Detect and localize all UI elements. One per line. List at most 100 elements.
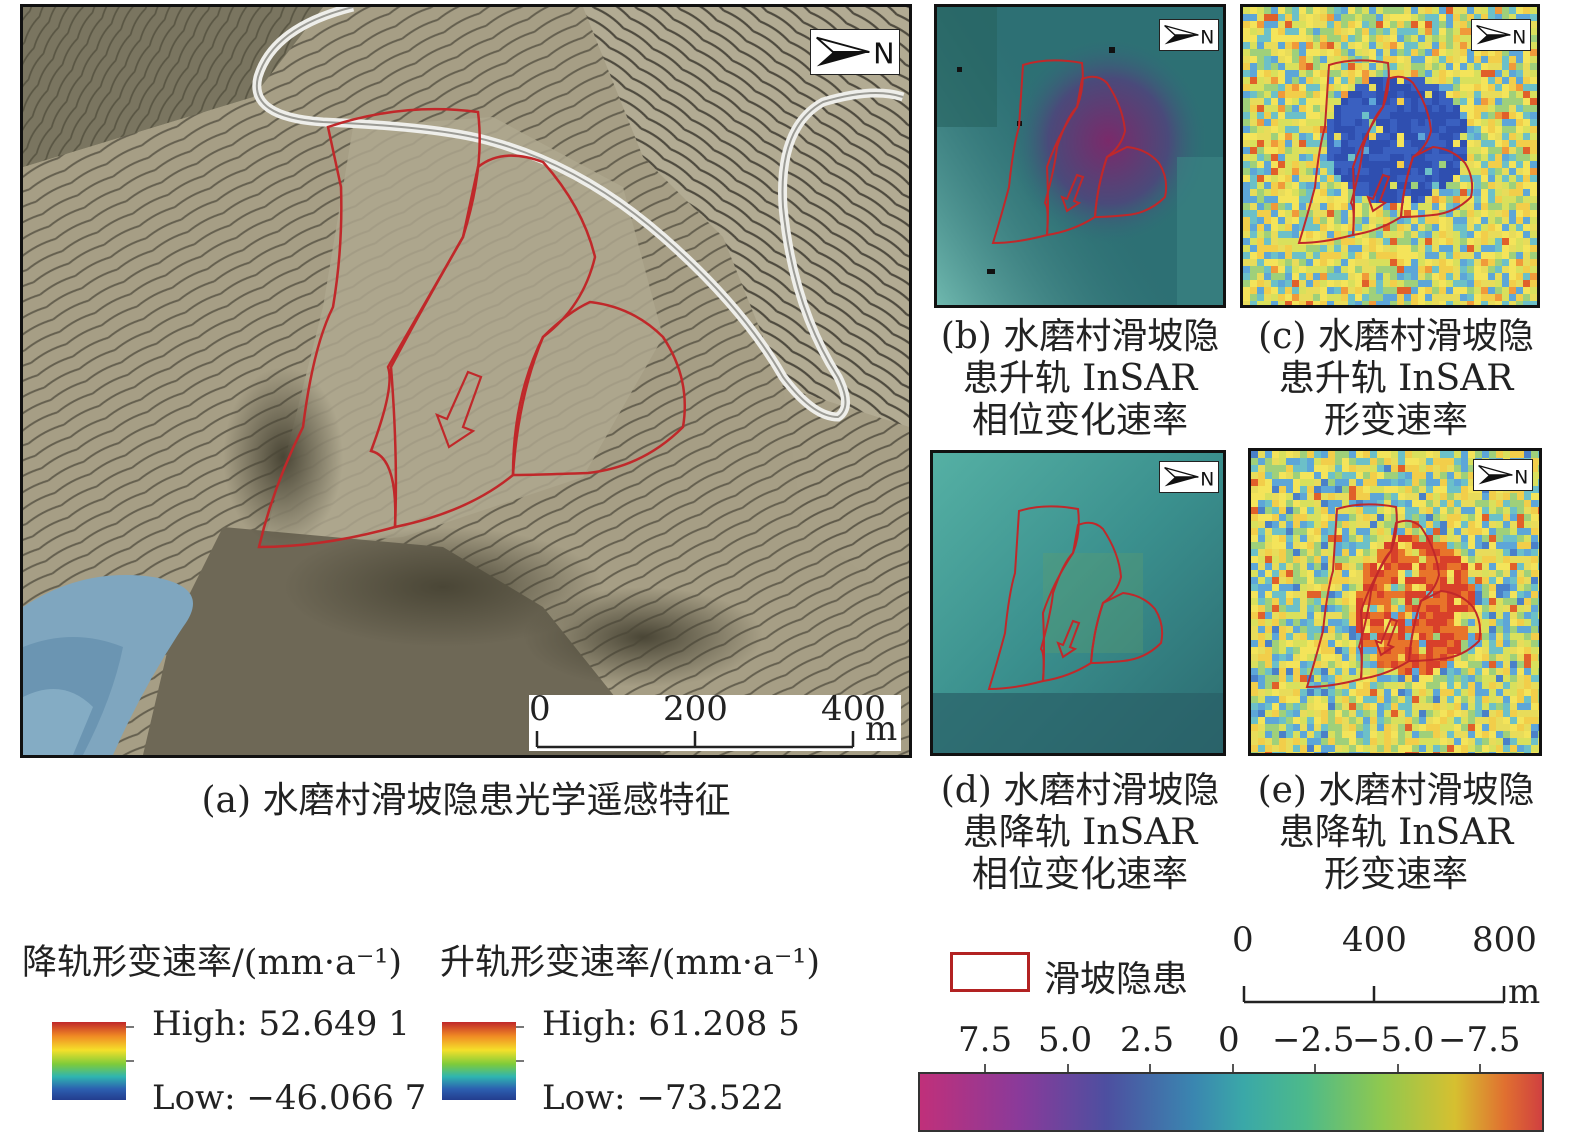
deformation-pixel	[1404, 7, 1411, 14]
deformation-pixel	[1258, 591, 1265, 598]
deformation-pixel	[1356, 738, 1363, 745]
deformation-pixel	[1411, 259, 1418, 266]
deformation-pixel	[1454, 535, 1461, 542]
deformation-pixel	[1376, 21, 1383, 28]
deformation-pixel	[1440, 731, 1447, 738]
deformation-pixel	[1390, 140, 1397, 147]
deformation-pixel	[1467, 133, 1474, 140]
deformation-pixel	[1370, 668, 1377, 675]
deformation-pixel	[1447, 591, 1454, 598]
deformation-pixel	[1342, 633, 1349, 640]
deformation-pixel	[1461, 626, 1468, 633]
deformation-pixel	[1509, 280, 1516, 287]
deformation-pixel	[1292, 49, 1299, 56]
deformation-pixel	[1398, 640, 1405, 647]
deformation-pixel	[1502, 154, 1509, 161]
deformation-pixel	[1481, 154, 1488, 161]
deformation-pixel	[1265, 654, 1272, 661]
deformation-pixel	[1272, 689, 1279, 696]
deformation-pixel	[1433, 724, 1440, 731]
deformation-pixel	[1460, 301, 1467, 305]
deformation-pixel	[1383, 70, 1390, 77]
deformation-pixel	[1405, 752, 1412, 753]
deformation-pixel	[1425, 252, 1432, 259]
deformation-pixel	[1503, 570, 1510, 577]
deformation-pixel	[1251, 514, 1258, 521]
deformation-pixel	[1531, 703, 1538, 710]
deformation-pixel	[1257, 140, 1264, 147]
deformation-pixel	[1320, 63, 1327, 70]
deformation-pixel	[1412, 612, 1419, 619]
deformation-pixel	[1341, 119, 1348, 126]
deformation-pixel	[1278, 42, 1285, 49]
deformation-pixel	[1370, 535, 1377, 542]
deformation-pixel	[1412, 689, 1419, 696]
deformation-pixel	[1488, 133, 1495, 140]
deformation-pixel	[1292, 273, 1299, 280]
deformation-pixel	[1509, 119, 1516, 126]
deformation-pixel	[1272, 556, 1279, 563]
deformation-pixel	[1460, 189, 1467, 196]
deformation-pixel	[1510, 549, 1517, 556]
deformation-pixel	[1468, 689, 1475, 696]
deformation-pixel	[1411, 273, 1418, 280]
deformation-pixel	[1286, 584, 1293, 591]
deformation-pixel	[1390, 287, 1397, 294]
deformation-pixel	[1475, 731, 1482, 738]
deformation-pixel	[1439, 259, 1446, 266]
deformation-pixel	[1524, 675, 1531, 682]
deformation-pixel	[1538, 654, 1539, 661]
deformation-pixel	[1349, 465, 1356, 472]
deformation-pixel	[1510, 563, 1517, 570]
deformation-pixel	[1328, 605, 1335, 612]
deformation-pixel	[1335, 640, 1342, 647]
deformation-pixel	[1342, 661, 1349, 668]
deformation-pixel	[1390, 126, 1397, 133]
deformation-pixel	[1334, 196, 1341, 203]
deformation-pixel	[1250, 56, 1257, 63]
deformation-pixel	[1502, 245, 1509, 252]
deformation-pixel	[1503, 724, 1510, 731]
deformation-pixel	[1488, 49, 1495, 56]
deformation-pixel	[1390, 35, 1397, 42]
deformation-pixel	[1510, 591, 1517, 598]
deformation-pixel	[1426, 472, 1433, 479]
deformation-pixel	[1341, 252, 1348, 259]
deformation-pixel	[1370, 640, 1377, 647]
deformation-pixel	[1468, 542, 1475, 549]
deformation-pixel	[1475, 542, 1482, 549]
deformation-pixel	[1425, 154, 1432, 161]
deformation-pixel	[1495, 245, 1502, 252]
deformation-pixel	[1538, 591, 1539, 598]
deformation-pixel	[1251, 612, 1258, 619]
deformation-pixel	[1453, 175, 1460, 182]
deformation-pixel	[1425, 280, 1432, 287]
deformation-pixel	[1489, 675, 1496, 682]
deformation-pixel	[1377, 570, 1384, 577]
deformation-pixel	[1474, 168, 1481, 175]
deformation-pixel	[1362, 21, 1369, 28]
deformation-pixel	[1313, 196, 1320, 203]
phase-tick-4: 0	[1218, 1020, 1240, 1060]
deformation-pixel	[1348, 91, 1355, 98]
deformation-pixel	[1502, 112, 1509, 119]
deformation-pixel	[1390, 133, 1397, 140]
deformation-pixel	[1517, 528, 1524, 535]
deformation-pixel	[1307, 717, 1314, 724]
deformation-pixel	[1384, 556, 1391, 563]
deformation-pixel	[1314, 738, 1321, 745]
deformation-pixel	[1453, 84, 1460, 91]
deformation-pixel	[1320, 273, 1327, 280]
deformation-pixel	[1405, 640, 1412, 647]
deformation-pixel	[1383, 35, 1390, 42]
deformation-pixel	[1461, 738, 1468, 745]
deformation-pixel	[1279, 479, 1286, 486]
north-arrow-a: N	[810, 29, 900, 75]
deformation-pixel	[1523, 224, 1530, 231]
deformation-pixel	[1328, 703, 1335, 710]
deformation-pixel	[1328, 458, 1335, 465]
deformation-pixel	[1404, 287, 1411, 294]
deformation-pixel	[1510, 724, 1517, 731]
deformation-pixel	[1468, 528, 1475, 535]
deformation-pixel	[1356, 682, 1363, 689]
